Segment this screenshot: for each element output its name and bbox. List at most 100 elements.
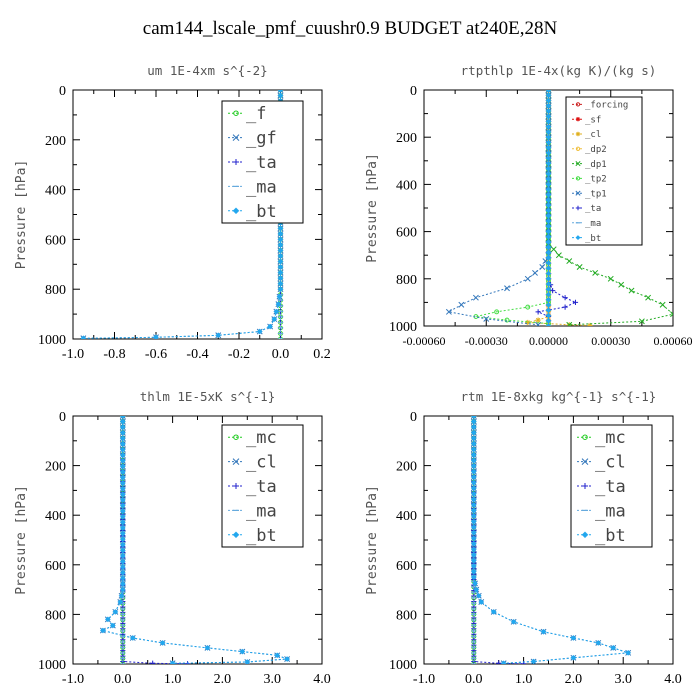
data-point: [638, 318, 645, 325]
legend-marker: [581, 458, 589, 465]
data-point: [470, 518, 477, 525]
legend-marker: [575, 205, 581, 211]
data-point: [570, 635, 577, 641]
legend-label: _cl: [585, 130, 601, 140]
y-tick-label: 400: [45, 184, 66, 199]
data-point: [119, 418, 126, 425]
data-point: [470, 479, 477, 486]
legend-marker: [233, 159, 239, 165]
y-tick-label: 0: [59, 410, 66, 425]
legend-marker: [232, 134, 240, 141]
x-tick-label: -0.2: [228, 347, 250, 362]
legend-label: _ta: [246, 153, 277, 173]
data-point: [109, 622, 116, 629]
data-point: [494, 309, 500, 315]
data-point: [562, 295, 568, 301]
data-point: [670, 311, 673, 318]
x-tick-label: 0.0: [272, 347, 290, 362]
data-point: [470, 557, 477, 564]
data-point: [104, 616, 111, 623]
data-point: [119, 553, 126, 559]
legend-label: _cl: [595, 453, 626, 473]
x-tick-label: 2.0: [214, 672, 232, 687]
data-point: [470, 524, 477, 531]
legend-marker: [233, 434, 239, 440]
data-point: [535, 317, 541, 323]
data-point: [119, 424, 126, 431]
y-tick-label: 200: [45, 134, 66, 149]
legend-marker: [575, 102, 581, 107]
plot-title: um 1E-4xm s^{-2}: [147, 63, 267, 78]
plot-title: thlm 1E-5xK s^{-1}: [140, 389, 275, 404]
data-point: [532, 269, 538, 276]
y-tick-label: 600: [45, 559, 66, 574]
legend-label: _bt: [585, 234, 601, 244]
data-point: [470, 490, 477, 497]
data-point: [119, 491, 126, 498]
data-point: [539, 264, 546, 270]
data-point: [169, 660, 176, 664]
y-tick-label: 600: [45, 233, 66, 248]
legend-label: _ma: [585, 219, 601, 229]
page-title: cam144_lscale_pmf_cuushr0.9 BUDGET at240…: [142, 18, 558, 39]
data-point: [119, 435, 126, 442]
y-tick-label: 200: [396, 460, 417, 475]
data-point: [159, 639, 166, 646]
legend-marker: [233, 110, 239, 116]
data-point: [470, 435, 477, 442]
legend-label: _dp1: [585, 160, 607, 170]
y-tick-label: 400: [396, 509, 417, 524]
data-point: [470, 552, 477, 558]
legend-label: _tp2: [585, 175, 607, 185]
data-point: [470, 429, 477, 436]
data-point: [119, 441, 126, 447]
data-point: [572, 299, 579, 305]
data-point: [470, 485, 477, 492]
data-point: [119, 469, 126, 475]
plot-title: rtpthlp 1E-4x(kg K)/(kg s): [461, 63, 657, 78]
y-axis-label: Pressure [hPa]: [14, 485, 29, 595]
plot-3: thlm 1E-5xK s^{-1} Pressure [hPa] 0 200 400 6…: [14, 389, 331, 687]
data-point: [119, 480, 126, 487]
series-group: [470, 416, 632, 664]
data-point: [119, 502, 126, 509]
legend-label: _ta: [595, 477, 626, 497]
data-point: [119, 457, 126, 464]
data-point: [607, 275, 614, 282]
data-point: [153, 334, 159, 339]
data-point: [119, 581, 126, 587]
data-point: [119, 485, 126, 492]
data-point: [545, 90, 552, 93]
data-point: [215, 332, 222, 339]
x-tick-label: 0.00030: [591, 334, 630, 348]
x-tick-label: 0.0: [114, 672, 132, 687]
data-point: [129, 635, 136, 641]
data-point: [470, 416, 477, 419]
legend: _f _gf _ta _ma _bt: [221, 100, 304, 224]
data-point: [470, 468, 477, 475]
data-point: [470, 451, 477, 458]
x-tick-label: 0.2: [313, 347, 331, 362]
legend-marker: [575, 176, 581, 181]
data-point: [470, 574, 477, 581]
data-point: [112, 608, 119, 615]
y-tick-label: 400: [396, 178, 417, 193]
data-point: [470, 463, 477, 469]
data-point: [118, 592, 125, 599]
legend-marker: [575, 161, 581, 167]
x-tick-label: -0.00030: [465, 334, 508, 348]
x-tick-label: 0.0: [465, 672, 483, 687]
data-point: [470, 418, 477, 425]
y-axis-label: Pressure [hPa]: [365, 153, 380, 263]
legend-label: _dp2: [585, 145, 607, 155]
data-point: [119, 474, 126, 481]
plot-4: rtm 1E-8xkg kg^{-1} s^{-1} Pressure [hPa]…: [365, 389, 682, 687]
x-tick-label: -0.8: [103, 347, 125, 362]
data-point: [119, 569, 126, 576]
y-tick-label: 800: [396, 273, 417, 288]
data-point: [470, 440, 477, 447]
data-point: [119, 452, 126, 459]
data-point: [525, 304, 531, 310]
data-point: [504, 317, 510, 323]
